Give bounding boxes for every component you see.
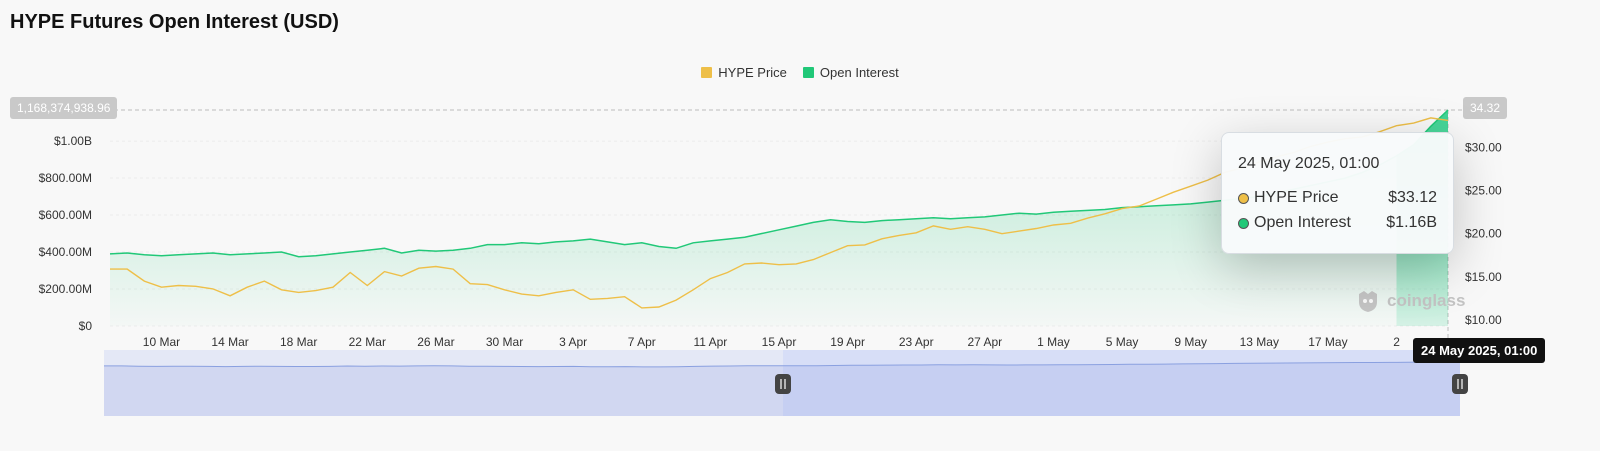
coinglass-logo-icon — [1359, 291, 1377, 312]
x-tick-label: 23 Apr — [899, 335, 934, 349]
x-tick-label: 27 Apr — [967, 335, 1002, 349]
x-tick-label: 1 May — [1037, 335, 1070, 349]
x-tick-label: 11 Apr — [693, 335, 727, 349]
navigator-left-handle[interactable] — [775, 374, 791, 394]
legend-item-oi[interactable]: Open Interest — [802, 65, 899, 80]
x-tick-label: 5 May — [1106, 335, 1139, 349]
navigator-right-handle[interactable] — [1452, 374, 1468, 394]
tooltip-label-oi: Open Interest — [1254, 214, 1351, 231]
tooltip-dot-price — [1238, 192, 1249, 204]
navigator-selection[interactable] — [783, 350, 1460, 416]
chart-legend: HYPE Price Open Interest — [0, 65, 1600, 80]
y-right-tick-label: $30.00 — [1465, 140, 1502, 154]
tooltip-value-oi: $1.16B — [1386, 214, 1437, 231]
tooltip-dot-oi — [1238, 217, 1249, 229]
x-tick-label: 30 Mar — [486, 335, 523, 349]
y-right-tick-label: $20.00 — [1465, 227, 1502, 241]
navigator-line — [104, 361, 1461, 368]
y-left-tick-label: $1.00B — [54, 134, 92, 148]
chart-tooltip: 24 May 2025, 01:00 HYPE Price $33.12 Ope… — [1221, 132, 1454, 254]
chart-title: HYPE Futures Open Interest (USD) — [10, 11, 339, 33]
tooltip-label-price: HYPE Price — [1254, 189, 1339, 206]
y-left-tick-label: $400.00M — [39, 245, 92, 259]
y-left-tick-label: $800.00M — [39, 171, 92, 185]
y-right-tick-label: $25.00 — [1465, 183, 1502, 197]
tooltip-row-oi: Open Interest $1.16B — [1238, 214, 1437, 232]
legend-item-price[interactable]: HYPE Price — [701, 65, 787, 80]
watermark-text: coinglass — [1387, 291, 1466, 310]
legend-swatch-oi — [802, 67, 814, 78]
coinglass-watermark: coinglass — [1355, 288, 1465, 314]
x-tick-label: 7 Apr — [628, 335, 656, 349]
x-tick-label: 22 Mar — [349, 335, 386, 349]
cursor-right-value: 34.32 — [1463, 97, 1508, 119]
x-tick-label: 17 May — [1308, 335, 1347, 349]
tooltip-date: 24 May 2025, 01:00 — [1238, 155, 1380, 172]
x-cursor-date-badge: 24 May 2025, 01:00 — [1413, 338, 1546, 363]
x-tick-label: 3 Apr — [559, 335, 587, 349]
y-left-tick-label: $200.00M — [39, 282, 92, 296]
open-interest-area — [110, 110, 1448, 326]
x-tick-label: 10 Mar — [143, 335, 180, 349]
y-left-tick-label: $600.00M — [39, 208, 92, 222]
x-tick-label: 13 May — [1240, 335, 1279, 349]
y-right-tick-label: $15.00 — [1465, 270, 1502, 284]
y-left-tick-label: $0 — [79, 319, 93, 333]
x-tick-label: 15 Apr — [762, 335, 797, 349]
x-tick-label: 26 Mar — [417, 335, 454, 349]
legend-label-price: HYPE Price — [718, 65, 787, 80]
x-tick-label: 19 Apr — [830, 335, 865, 349]
y-right-tick-label: $10.00 — [1465, 313, 1502, 327]
cursor-left-value: 1,168,374,938.96 — [10, 97, 118, 119]
tooltip-row-price: HYPE Price $33.12 — [1238, 189, 1437, 207]
legend-label-oi: Open Interest — [819, 65, 899, 80]
x-tick-label: 14 Mar — [211, 335, 248, 349]
tooltip-value-price: $33.12 — [1388, 189, 1437, 206]
x-tick-label: 18 Mar — [280, 335, 317, 349]
legend-swatch-price — [701, 67, 713, 78]
x-tick-label: 2 — [1393, 335, 1400, 349]
x-tick-label: 9 May — [1174, 335, 1207, 349]
